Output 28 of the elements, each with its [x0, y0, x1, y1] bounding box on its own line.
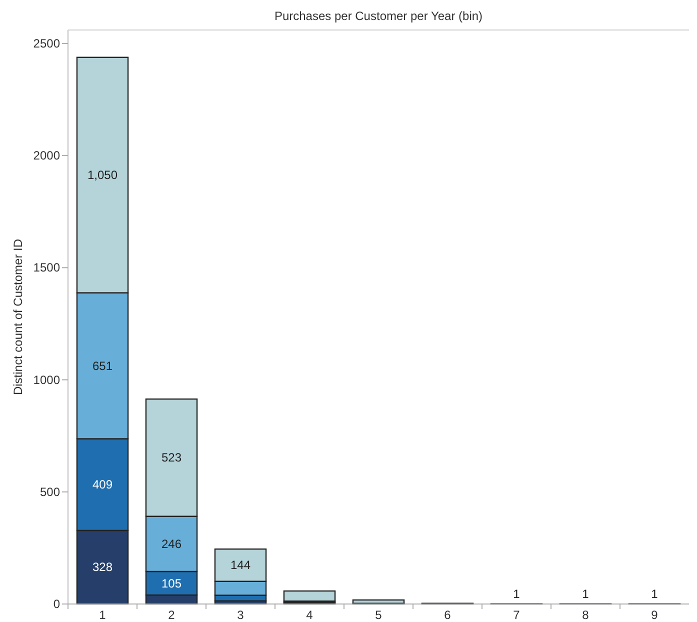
y-tick-label: 0	[53, 597, 60, 611]
y-tick-label: 2000	[33, 148, 60, 163]
data-label: 1	[582, 586, 590, 601]
x-tick-label: 3	[237, 608, 244, 622]
data-label: 105	[161, 576, 182, 590]
x-tick-label: 4	[306, 608, 314, 622]
data-label: 651	[92, 358, 113, 373]
data-label: 1	[651, 586, 658, 601]
data-label: 246	[161, 536, 182, 551]
x-tick-label: 1	[99, 608, 106, 622]
data-label: 144	[230, 558, 251, 572]
x-tick-label: 5	[375, 608, 382, 622]
y-tick-label: 1500	[33, 260, 60, 275]
x-tick-label: 7	[513, 608, 520, 622]
data-label: 523	[161, 450, 182, 465]
x-tick-label: 2	[168, 608, 176, 622]
y-tick-label: 1000	[33, 372, 60, 387]
chart-title: Purchases per Customer per Year (bin)	[274, 9, 483, 23]
y-axis-title: Distinct count of Customer ID	[11, 238, 25, 396]
y-tick-label: 2500	[33, 36, 60, 50]
data-label: 328	[92, 560, 113, 574]
x-tick-label: 6	[444, 608, 452, 622]
x-tick-label: 9	[651, 608, 658, 622]
x-tick-label: 8	[582, 608, 590, 622]
data-label: 1,050	[87, 168, 118, 182]
data-label: 1	[513, 586, 520, 601]
y-tick-label: 500	[40, 484, 60, 499]
data-label: 409	[92, 478, 113, 492]
